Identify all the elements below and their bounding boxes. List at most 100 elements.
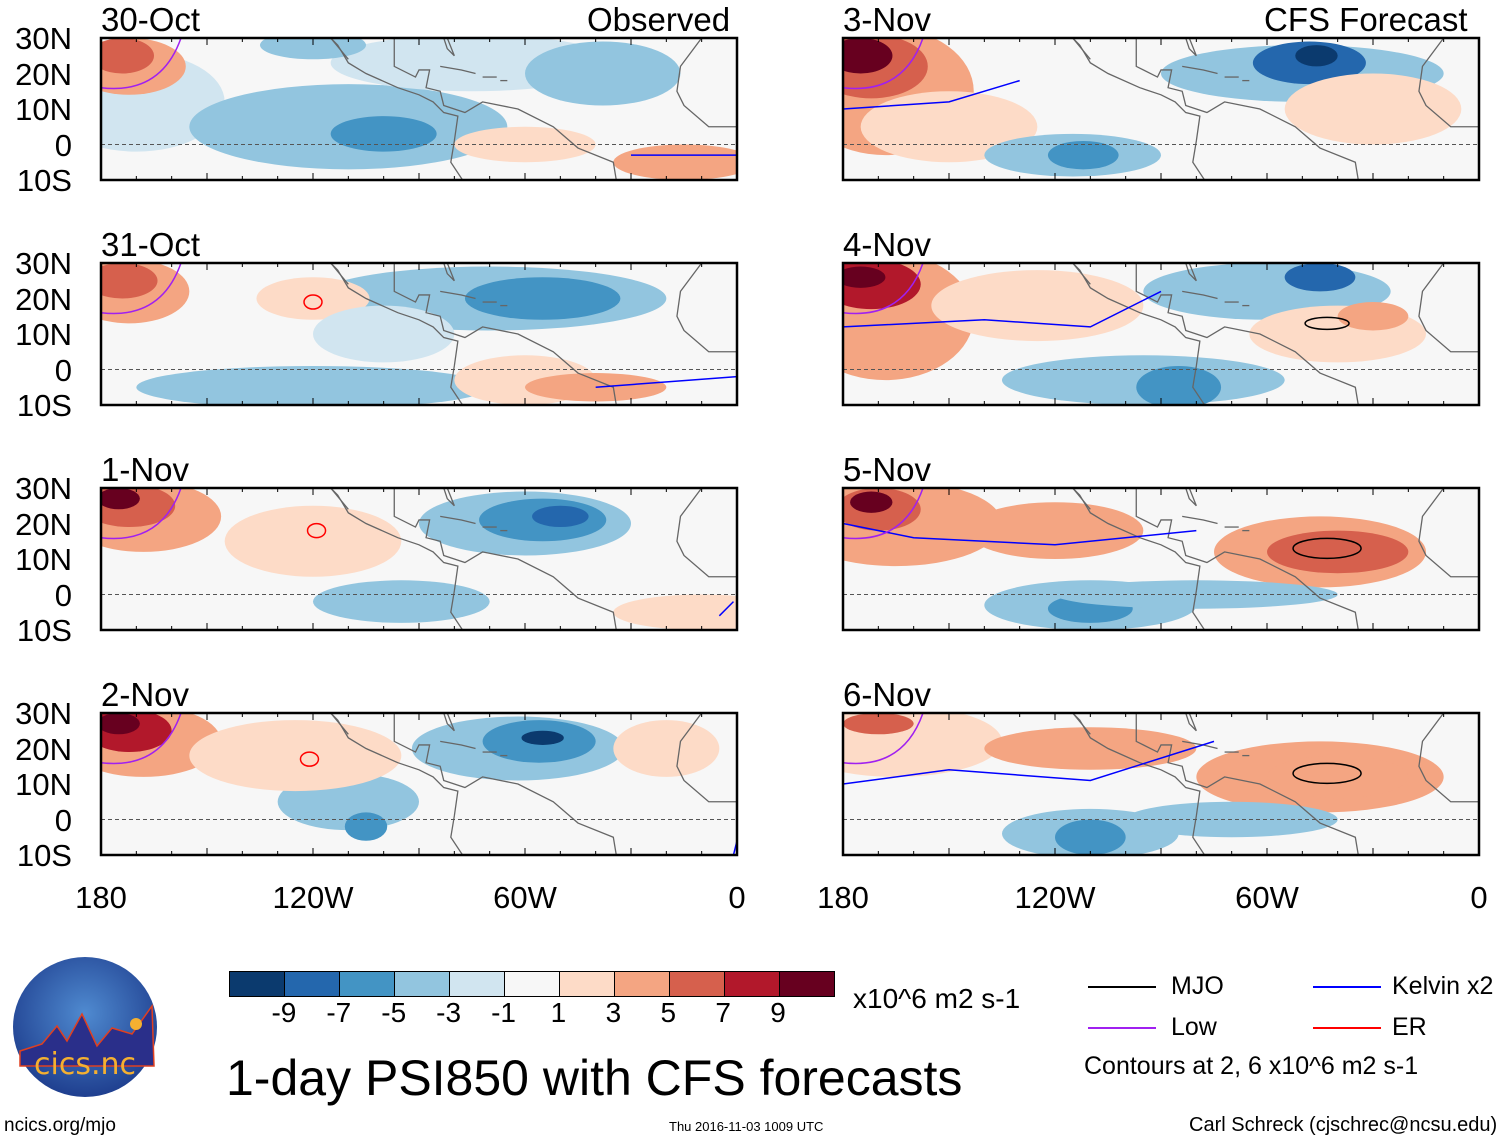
lat-tick-label: 0 xyxy=(54,127,72,163)
coastline xyxy=(1072,263,1091,285)
er-contour xyxy=(306,522,327,539)
coastline xyxy=(1418,38,1479,128)
low-contour xyxy=(843,263,924,315)
psi-anomaly-region xyxy=(850,491,893,513)
low-contour xyxy=(101,38,182,90)
colorbar xyxy=(229,971,835,997)
psi-anomaly-region xyxy=(256,277,370,320)
psi-anomaly-region xyxy=(101,38,154,74)
psi-anomaly-region xyxy=(843,38,893,74)
lat-tick-label: 10S xyxy=(16,163,72,198)
coastline xyxy=(676,488,737,578)
map-panel xyxy=(841,711,1481,857)
panel-date-label: 31-Oct xyxy=(101,226,201,263)
map-panel xyxy=(99,486,739,632)
coastline xyxy=(1182,290,1218,300)
psi-anomaly-region xyxy=(330,116,437,152)
coastline xyxy=(393,713,617,855)
lon-tick-label: 0 xyxy=(728,880,746,915)
footer-url[interactable]: ncics.org/mjo xyxy=(4,1115,116,1136)
colorbar-label: -1 xyxy=(491,997,516,1028)
map-panel xyxy=(99,261,739,407)
psi-anomaly-region xyxy=(966,502,1144,559)
psi-anomaly-region xyxy=(101,263,158,299)
lat-tick-label: 10N xyxy=(15,542,72,577)
panel-date-label: 5-Nov xyxy=(843,451,932,488)
coastline xyxy=(330,488,349,510)
colorbar-label: -9 xyxy=(271,997,297,1028)
colorbar-swatch xyxy=(340,972,395,996)
psi-anomaly-region xyxy=(613,144,737,180)
lon-tick-label: 120W xyxy=(1014,880,1096,915)
lat-tick-label: 30N xyxy=(15,471,72,506)
lat-tick-label: 20N xyxy=(15,56,72,92)
coastline xyxy=(676,263,737,353)
psi-anomaly-region xyxy=(1055,819,1126,855)
coastline xyxy=(330,713,349,735)
lat-tick-label: 20N xyxy=(15,281,72,317)
legend-kelvin: Kelvin x2 xyxy=(1392,972,1494,1000)
lat-tick-label: 10N xyxy=(15,317,72,352)
colorbar-label: 3 xyxy=(605,997,622,1028)
colorbar-swatch xyxy=(560,972,615,996)
colorbar-swatch xyxy=(615,972,670,996)
lon-tick-label: 120W xyxy=(272,880,354,915)
panel-date-label: 4-Nov xyxy=(843,226,932,263)
psi-anomaly-region xyxy=(525,41,681,106)
psi-anomaly-region xyxy=(189,720,402,792)
coastline xyxy=(1182,515,1218,525)
psi-anomaly-region xyxy=(1284,263,1356,292)
map-panel xyxy=(99,36,739,182)
psi-anomaly-region xyxy=(260,38,366,60)
contour-note: Contours at 2, 6 x10^6 m2 s-1 xyxy=(1084,1052,1419,1080)
psi-anomaly-region xyxy=(101,713,140,735)
psi-anomaly-region xyxy=(613,720,720,777)
colorbar-label: 7 xyxy=(715,997,731,1028)
coastline xyxy=(1135,713,1359,855)
psi-anomaly-region xyxy=(1047,140,1119,170)
panel-date-label: 1-Nov xyxy=(101,451,190,488)
er-contour xyxy=(299,751,320,767)
forecast-label: CFS Forecast xyxy=(1264,1,1468,38)
psi-anomaly-region xyxy=(521,730,564,745)
lat-tick-label: 0 xyxy=(54,577,72,613)
psi-anomaly-region xyxy=(613,594,737,630)
low-contour xyxy=(843,488,924,540)
coastline xyxy=(1418,713,1479,803)
observed-label: Observed xyxy=(587,1,731,38)
colorbar-swatch xyxy=(780,972,834,996)
map-panel xyxy=(841,36,1481,182)
psi-anomaly-region xyxy=(1136,365,1222,405)
er-contour xyxy=(303,294,323,310)
psi-anomaly-region xyxy=(843,713,914,735)
coastline xyxy=(1072,713,1091,735)
lat-tick-label: 10S xyxy=(16,388,72,423)
low-contour xyxy=(843,713,924,765)
kelvin-contour xyxy=(843,79,1020,110)
lat-tick-label: 0 xyxy=(54,352,72,388)
coastline xyxy=(440,290,476,300)
chart-title: 1-day PSI850 with CFS forecasts xyxy=(226,1050,963,1106)
coastline xyxy=(393,38,617,180)
colorbar-label: -5 xyxy=(381,997,407,1028)
psi-anomaly-region xyxy=(454,126,596,163)
kelvin-contour xyxy=(843,740,1215,785)
lat-tick-label: 30N xyxy=(15,246,72,281)
lat-tick-label: 10N xyxy=(15,767,72,802)
psi-anomaly-region xyxy=(1295,45,1338,67)
coastline xyxy=(1135,488,1359,630)
lon-tick-label: 0 xyxy=(1470,880,1488,915)
lon-tick-label: 180 xyxy=(75,880,127,915)
coastline xyxy=(443,488,455,507)
legend-kelvin-line xyxy=(1313,986,1381,988)
lat-tick-label: 30N xyxy=(15,21,72,56)
colorbar-label: 9 xyxy=(770,997,786,1028)
colorbar-swatch xyxy=(505,972,560,996)
coastline xyxy=(443,38,455,57)
lon-tick-label: 180 xyxy=(817,880,869,915)
coastline xyxy=(440,515,476,525)
low-contour xyxy=(843,38,924,90)
psi-anomaly-region xyxy=(1284,73,1462,145)
colorbar-swatch xyxy=(450,972,505,996)
